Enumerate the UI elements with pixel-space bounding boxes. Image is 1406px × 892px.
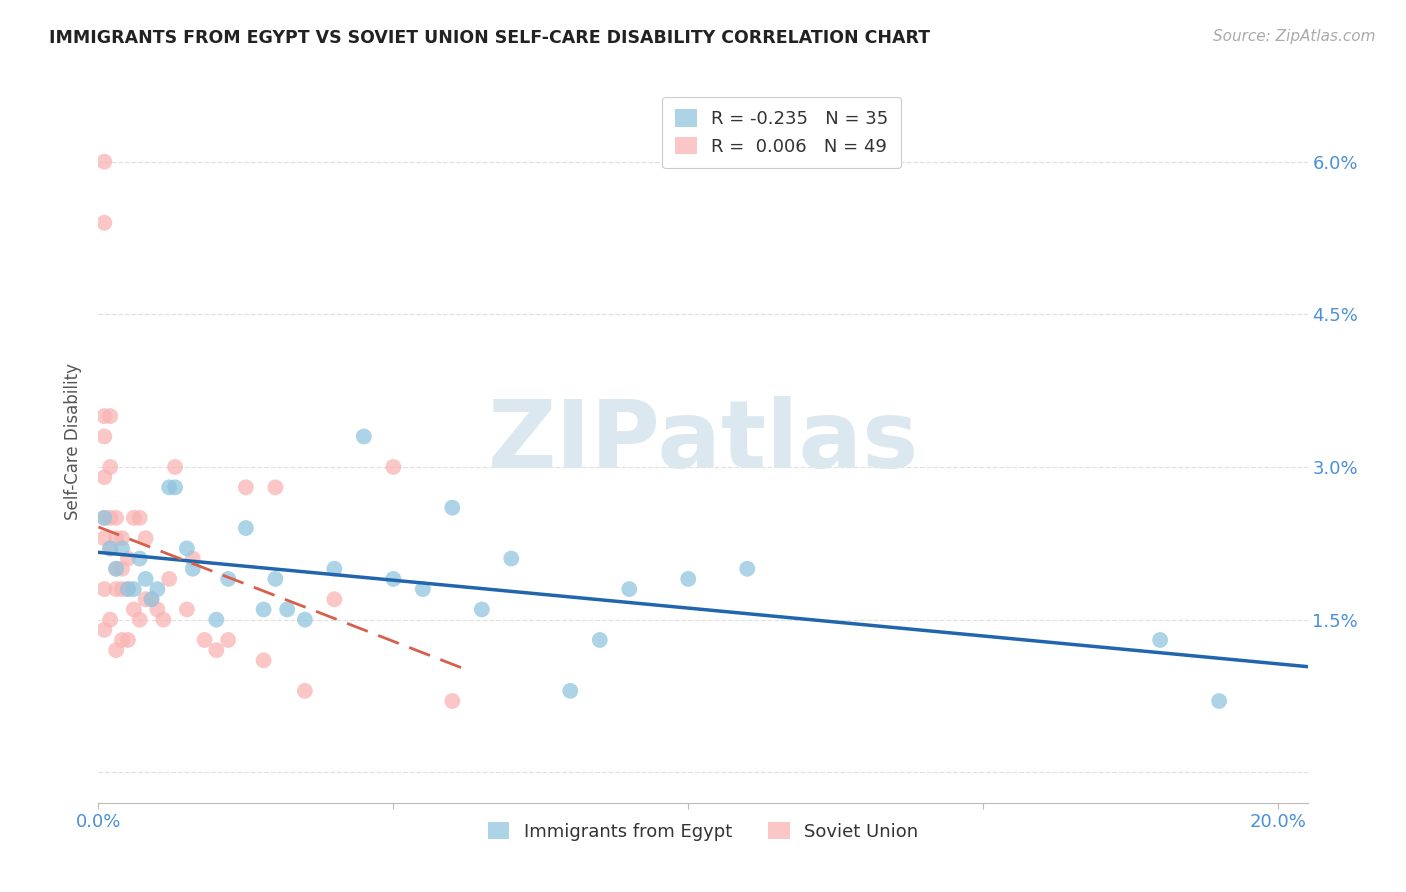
Point	[252, 602, 274, 616]
Point	[105, 562, 128, 576]
Point	[98, 460, 121, 475]
Point	[105, 562, 128, 576]
Point	[128, 551, 150, 566]
Point	[141, 592, 163, 607]
Point	[165, 480, 187, 494]
Point	[441, 694, 464, 708]
Point	[501, 551, 523, 566]
Point	[135, 572, 157, 586]
Point	[117, 632, 139, 647]
Point	[98, 541, 121, 556]
Point	[382, 572, 405, 586]
Point	[98, 409, 121, 423]
Point	[111, 531, 134, 545]
Point	[152, 613, 174, 627]
Point	[93, 409, 115, 423]
Point	[111, 541, 134, 556]
Point	[98, 511, 121, 525]
Point	[146, 582, 169, 596]
Point	[294, 684, 316, 698]
Legend: Immigrants from Egypt, Soviet Union: Immigrants from Egypt, Soviet Union	[481, 814, 925, 848]
Point	[157, 480, 180, 494]
Point	[98, 541, 121, 556]
Point	[441, 500, 464, 515]
Point	[135, 592, 157, 607]
Point	[217, 572, 239, 586]
Point	[560, 684, 582, 698]
Point	[117, 582, 139, 596]
Text: IMMIGRANTS FROM EGYPT VS SOVIET UNION SELF-CARE DISABILITY CORRELATION CHART: IMMIGRANTS FROM EGYPT VS SOVIET UNION SE…	[49, 29, 931, 46]
Point	[93, 582, 115, 596]
Point	[93, 216, 115, 230]
Point	[122, 602, 145, 616]
Point	[93, 154, 115, 169]
Point	[176, 602, 198, 616]
Point	[323, 562, 346, 576]
Point	[264, 572, 287, 586]
Point	[382, 460, 405, 475]
Point	[353, 429, 375, 443]
Point	[105, 643, 128, 657]
Point	[217, 632, 239, 647]
Point	[111, 582, 134, 596]
Point	[235, 480, 257, 494]
Point	[105, 511, 128, 525]
Point	[735, 562, 758, 576]
Point	[205, 643, 228, 657]
Point	[181, 562, 204, 576]
Point	[589, 632, 612, 647]
Point	[105, 582, 128, 596]
Point	[1208, 694, 1230, 708]
Point	[93, 429, 115, 443]
Point	[105, 531, 128, 545]
Point	[471, 602, 494, 616]
Point	[619, 582, 641, 596]
Point	[252, 653, 274, 667]
Point	[205, 613, 228, 627]
Point	[93, 470, 115, 484]
Point	[93, 623, 115, 637]
Text: ZIPatlas: ZIPatlas	[488, 395, 918, 488]
Point	[165, 460, 187, 475]
Point	[157, 572, 180, 586]
Point	[141, 592, 163, 607]
Point	[294, 613, 316, 627]
Point	[93, 511, 115, 525]
Point	[264, 480, 287, 494]
Point	[111, 562, 134, 576]
Point	[412, 582, 434, 596]
Point	[146, 602, 169, 616]
Point	[235, 521, 257, 535]
Point	[122, 582, 145, 596]
Point	[176, 541, 198, 556]
Point	[111, 632, 134, 647]
Point	[117, 582, 139, 596]
Y-axis label: Self-Care Disability: Self-Care Disability	[65, 363, 83, 520]
Point	[98, 613, 121, 627]
Point	[117, 551, 139, 566]
Point	[122, 511, 145, 525]
Point	[323, 592, 346, 607]
Point	[194, 632, 217, 647]
Point	[128, 511, 150, 525]
Point	[678, 572, 700, 586]
Point	[93, 511, 115, 525]
Point	[135, 531, 157, 545]
Point	[128, 613, 150, 627]
Point	[181, 551, 204, 566]
Point	[93, 531, 115, 545]
Point	[1149, 632, 1171, 647]
Text: Source: ZipAtlas.com: Source: ZipAtlas.com	[1212, 29, 1375, 44]
Point	[276, 602, 298, 616]
